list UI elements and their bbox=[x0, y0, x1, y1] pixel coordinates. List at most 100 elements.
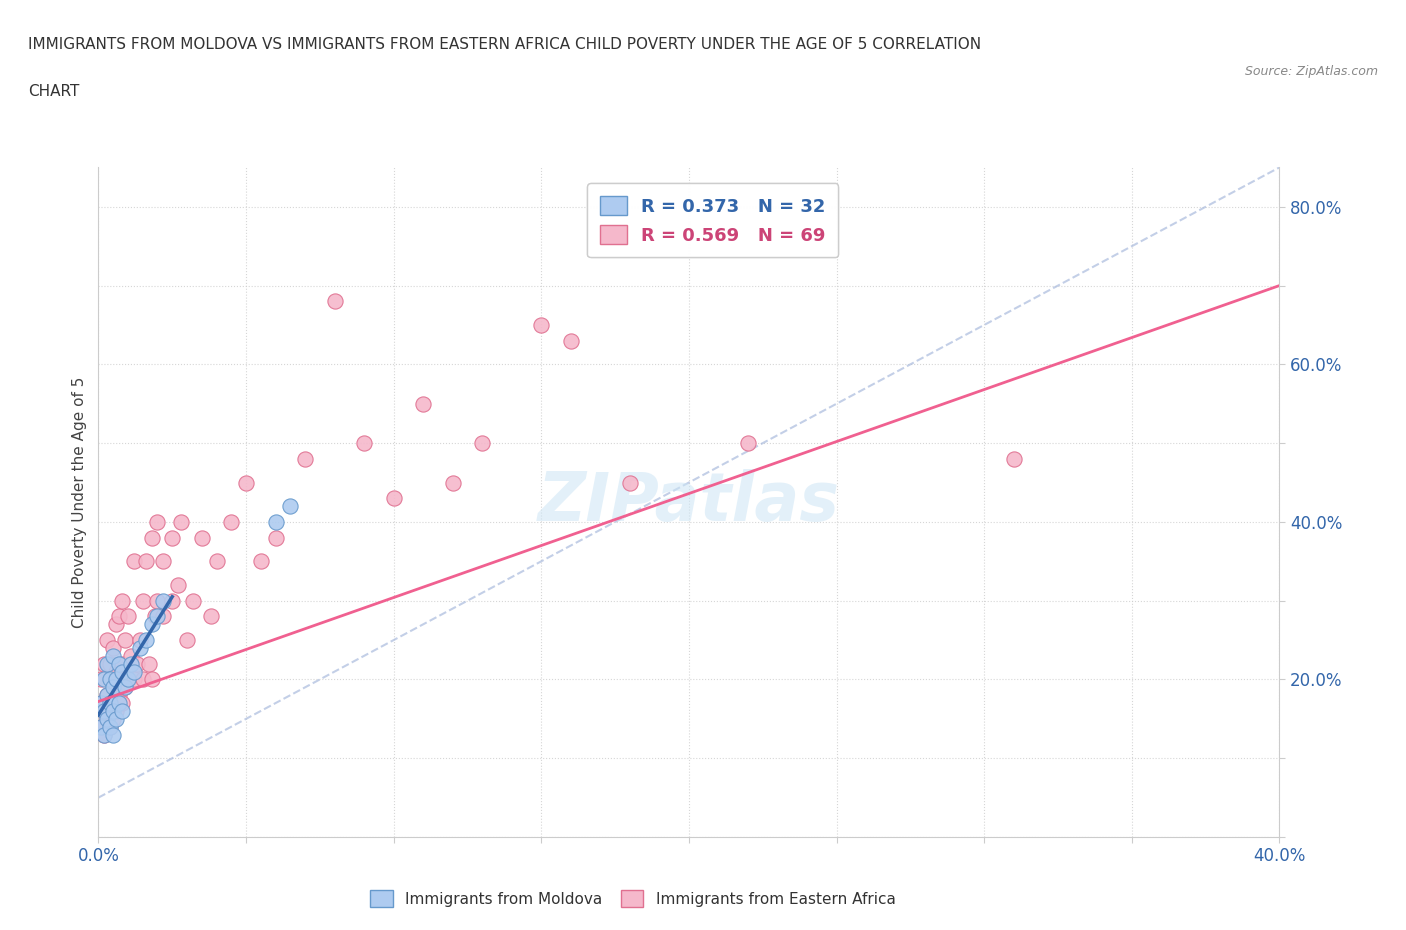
Point bbox=[105, 672, 128, 687]
Point bbox=[90, 696, 112, 711]
Point bbox=[90, 719, 112, 734]
Point bbox=[93, 672, 115, 687]
Text: IMMIGRANTS FROM MOLDOVA VS IMMIGRANTS FROM EASTERN AFRICA CHILD POVERTY UNDER TH: IMMIGRANTS FROM MOLDOVA VS IMMIGRANTS FR… bbox=[28, 37, 981, 52]
Point bbox=[98, 672, 121, 687]
Point bbox=[135, 632, 157, 647]
Point bbox=[114, 632, 136, 647]
Point bbox=[146, 593, 169, 608]
Point bbox=[323, 294, 346, 309]
Point bbox=[1002, 451, 1025, 466]
Point bbox=[120, 648, 142, 663]
Point bbox=[93, 727, 115, 742]
Point bbox=[162, 593, 183, 608]
Point bbox=[191, 530, 214, 545]
Point bbox=[103, 672, 125, 687]
Point bbox=[737, 435, 759, 450]
Point bbox=[152, 593, 174, 608]
Point bbox=[108, 609, 131, 624]
Point bbox=[108, 688, 131, 703]
Text: CHART: CHART bbox=[28, 84, 80, 99]
Point bbox=[98, 719, 121, 734]
Point bbox=[108, 657, 131, 671]
Point bbox=[117, 672, 139, 687]
Point bbox=[90, 696, 112, 711]
Point bbox=[294, 451, 316, 466]
Point bbox=[141, 672, 163, 687]
Point bbox=[152, 609, 174, 624]
Point bbox=[141, 617, 163, 631]
Point bbox=[235, 475, 257, 490]
Point bbox=[219, 514, 242, 529]
Point bbox=[117, 609, 139, 624]
Point bbox=[111, 657, 134, 671]
Point bbox=[96, 711, 118, 726]
Point bbox=[114, 680, 136, 695]
Point bbox=[122, 672, 145, 687]
Point bbox=[90, 672, 112, 687]
Point bbox=[93, 703, 115, 718]
Point bbox=[111, 696, 134, 711]
Point bbox=[105, 711, 128, 726]
Point bbox=[170, 514, 193, 529]
Point bbox=[122, 554, 145, 569]
Point bbox=[103, 680, 125, 695]
Point bbox=[125, 657, 148, 671]
Point bbox=[181, 593, 204, 608]
Legend: R = 0.373   N = 32, R = 0.569   N = 69: R = 0.373 N = 32, R = 0.569 N = 69 bbox=[586, 183, 838, 258]
Point bbox=[441, 475, 464, 490]
Point bbox=[146, 514, 169, 529]
Point bbox=[120, 657, 142, 671]
Point bbox=[111, 593, 134, 608]
Point bbox=[96, 632, 118, 647]
Point bbox=[162, 530, 183, 545]
Point bbox=[93, 703, 115, 718]
Point bbox=[382, 491, 405, 506]
Point bbox=[103, 641, 125, 656]
Point bbox=[105, 664, 128, 679]
Point bbox=[146, 609, 169, 624]
Point bbox=[135, 554, 157, 569]
Point bbox=[200, 609, 222, 624]
Point bbox=[93, 727, 115, 742]
Point bbox=[530, 317, 553, 332]
Point bbox=[108, 657, 131, 671]
Point bbox=[103, 703, 125, 718]
Text: ZIPatlas: ZIPatlas bbox=[538, 470, 839, 535]
Point bbox=[98, 696, 121, 711]
Point bbox=[96, 657, 118, 671]
Point bbox=[98, 657, 121, 671]
Point bbox=[128, 641, 150, 656]
Point bbox=[103, 711, 125, 726]
Point bbox=[128, 632, 150, 647]
Point bbox=[103, 727, 125, 742]
Point bbox=[132, 593, 155, 608]
Point bbox=[122, 664, 145, 679]
Y-axis label: Child Poverty Under the Age of 5: Child Poverty Under the Age of 5 bbox=[72, 377, 87, 628]
Point bbox=[103, 648, 125, 663]
Point bbox=[111, 664, 134, 679]
Point bbox=[98, 719, 121, 734]
Point bbox=[353, 435, 375, 450]
Point bbox=[619, 475, 641, 490]
Point bbox=[143, 609, 166, 624]
Point bbox=[114, 680, 136, 695]
Point bbox=[96, 688, 118, 703]
Point bbox=[278, 498, 302, 513]
Point bbox=[176, 632, 198, 647]
Point bbox=[167, 578, 190, 592]
Point bbox=[96, 711, 118, 726]
Point bbox=[96, 688, 118, 703]
Point bbox=[152, 554, 174, 569]
Text: Source: ZipAtlas.com: Source: ZipAtlas.com bbox=[1244, 65, 1378, 78]
Point bbox=[93, 657, 115, 671]
Point bbox=[205, 554, 228, 569]
Point bbox=[105, 703, 128, 718]
Point bbox=[98, 696, 121, 711]
Point bbox=[141, 530, 163, 545]
Legend: Immigrants from Moldova, Immigrants from Eastern Africa: Immigrants from Moldova, Immigrants from… bbox=[364, 884, 901, 913]
Point bbox=[250, 554, 273, 569]
Point bbox=[117, 672, 139, 687]
Point bbox=[90, 719, 112, 734]
Point bbox=[132, 672, 155, 687]
Point bbox=[264, 530, 287, 545]
